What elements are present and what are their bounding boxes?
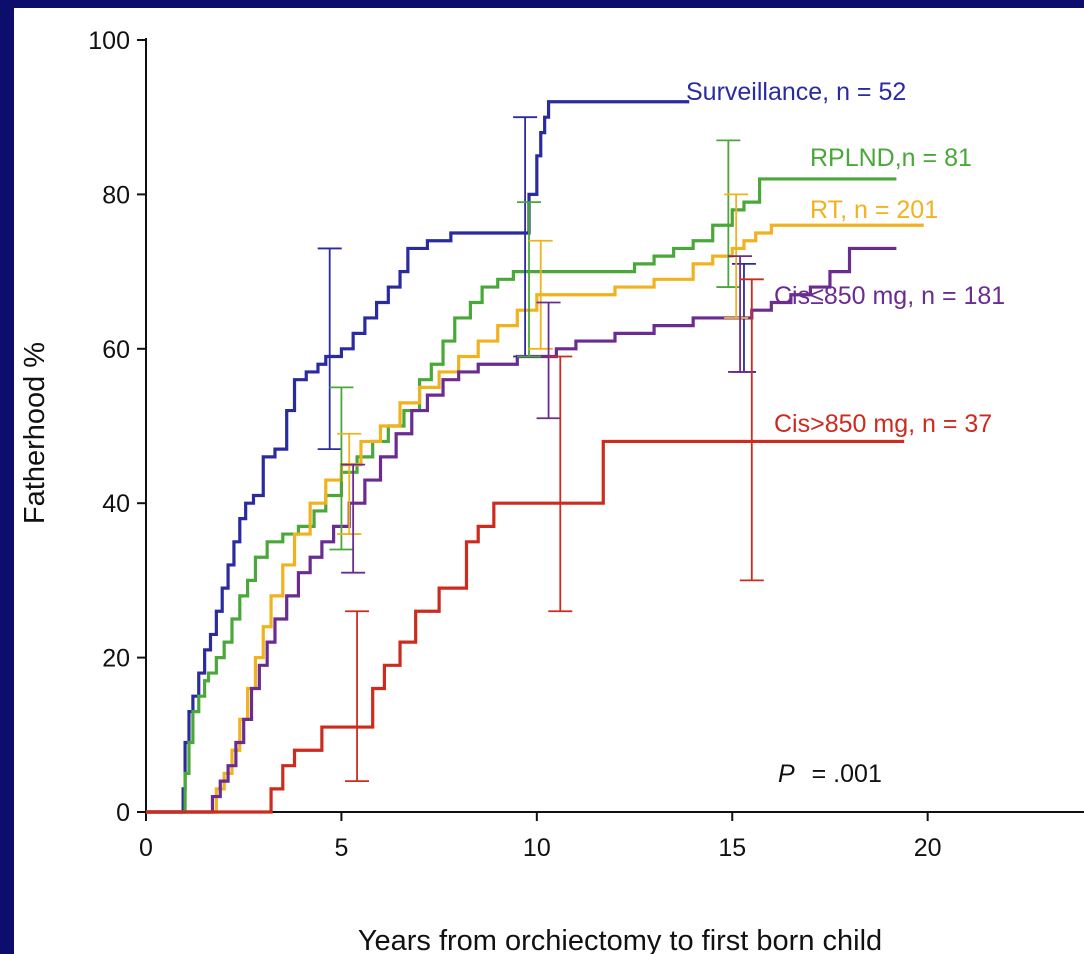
series-label-0: Surveillance, n = 52 — [686, 78, 906, 106]
error-bar — [337, 432, 362, 535]
series-line-0 — [146, 100, 690, 814]
series-line-3 — [146, 246, 897, 814]
error-bar — [728, 255, 753, 373]
axes: 0 5 10 15 20 0 20 40 60 80 100 — [88, 27, 1084, 862]
error-bar — [548, 355, 573, 613]
x-tick-label: 5 — [334, 834, 348, 862]
series-label-1: RPLND,n = 81 — [810, 144, 972, 172]
p-value: = .001 — [812, 760, 882, 788]
y-tick-label: 0 — [116, 799, 130, 827]
y-tick-label: 20 — [102, 645, 130, 673]
y-tick-label: 60 — [102, 336, 130, 364]
series-label-2: RT, n = 201 — [810, 196, 938, 224]
x-tick-label: 20 — [914, 834, 942, 862]
x-ticks: 0 5 10 15 20 — [139, 812, 942, 862]
y-tick-label: 40 — [102, 490, 130, 518]
x-tick-label: 10 — [523, 834, 551, 862]
x-tick-label: 15 — [718, 834, 746, 862]
y-axis-title: Fatherhood % — [19, 342, 51, 524]
error-bar — [739, 278, 764, 582]
x-tick-label: 0 — [139, 834, 153, 862]
y-tick-label: 100 — [88, 27, 130, 55]
error-bar — [329, 386, 354, 551]
series-lines — [146, 100, 924, 814]
series-line-4 — [146, 439, 905, 814]
series-label-4: Cis>850 mg, n = 37 — [774, 410, 992, 438]
p-symbol: P — [778, 760, 795, 788]
series-labels: Surveillance, n = 52 RPLND,n = 81 RT, n = … — [686, 78, 1005, 438]
series-label-3: Cis≤850 mg, n = 181 — [774, 282, 1005, 310]
error-bar — [345, 610, 370, 783]
series-line-2 — [146, 223, 924, 814]
y-ticks: 0 20 40 60 80 100 — [88, 27, 146, 827]
error-bar — [536, 301, 561, 420]
series-line-1 — [146, 177, 897, 814]
x-axis-title: Years from orchiectomy to first born chi… — [358, 925, 882, 954]
error-bar — [341, 463, 366, 574]
kaplan-meier-chart: 0 5 10 15 20 0 20 40 60 80 100 Surveillance, n = … — [19, 27, 1084, 954]
error-bars — [317, 116, 764, 783]
error-bar — [517, 201, 542, 358]
chart-panel: 0 5 10 15 20 0 20 40 60 80 100 Surveillance, n = … — [14, 8, 1084, 954]
y-tick-label: 80 — [102, 181, 130, 209]
p-value-annotation: P = .001 — [778, 760, 882, 788]
error-bar — [317, 247, 342, 451]
